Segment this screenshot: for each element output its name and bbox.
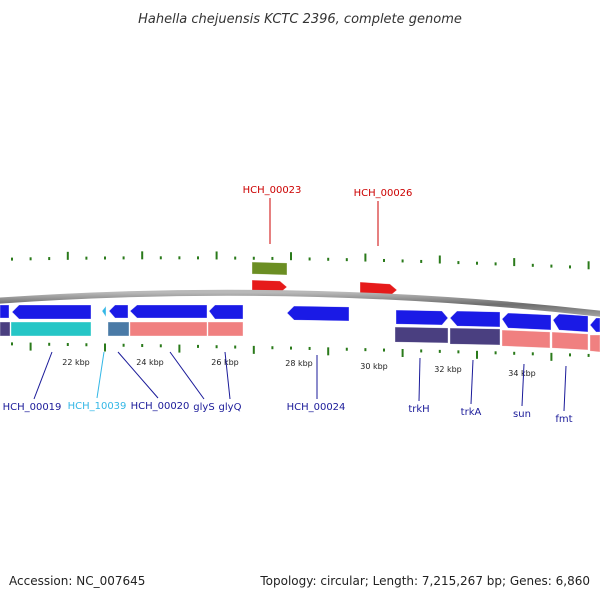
cog-segment-fmt[interactable] — [551, 331, 589, 351]
cog-segment-glys[interactable] — [129, 321, 208, 337]
kbp-label: 24 kbp — [136, 358, 164, 367]
cog-segment-glyq[interactable] — [207, 321, 244, 337]
connector-line — [96, 351, 105, 399]
gene-label-hch-10039[interactable]: HCH_10039 — [68, 401, 127, 412]
kbp-label: 26 kbp — [211, 358, 239, 367]
gene-labels: HCH_00019 HCH_10039 HCH_00020 glyS glyQ … — [3, 401, 573, 425]
cog-segment-sun[interactable] — [501, 329, 551, 349]
genome-summary-text: Topology: circular; Length: 7,215,267 bp… — [259, 574, 590, 588]
accession-text: Accession: NC_007645 — [9, 574, 145, 588]
connector-line — [521, 363, 525, 407]
cds-arrow[interactable] — [589, 317, 600, 333]
connector-line — [224, 351, 231, 400]
cog-segment[interactable] — [0, 321, 11, 337]
kbp-label: 28 kbp — [285, 359, 313, 368]
cds-arrow-trkh[interactable] — [395, 309, 449, 326]
gene-label-trkh[interactable]: trkH — [408, 404, 429, 415]
rna-label-connectors — [269, 198, 379, 246]
kbp-scale: 22 kbp 24 kbp 26 kbp 28 kbp 30 kbp 32 kb… — [62, 358, 536, 378]
kbp-label: 22 kbp — [62, 358, 90, 367]
cds-track — [0, 304, 600, 333]
misc-feature-box[interactable] — [251, 261, 288, 276]
cds-arrow-hch-00019[interactable] — [11, 304, 92, 320]
cog-segment-trkh[interactable] — [394, 326, 449, 344]
cds-arrow-hch-00020-a[interactable] — [108, 304, 129, 319]
connector-line — [563, 365, 567, 412]
connector-line — [470, 359, 474, 405]
kbp-label: 32 kbp — [434, 365, 462, 374]
gene-label-trka[interactable]: trkA — [461, 407, 482, 418]
cds-arrow[interactable] — [0, 304, 10, 319]
lower-tick-marks — [11, 342, 590, 361]
gene-label-glys[interactable]: glyS — [193, 402, 214, 413]
cog-segment-hch-00019[interactable] — [10, 321, 92, 337]
cds-arrow-sun[interactable] — [501, 312, 552, 331]
gene-label-glyq[interactable]: glyQ — [219, 402, 242, 413]
cds-arrow-glyq[interactable] — [208, 304, 244, 320]
gene-label-hch-00024[interactable]: HCH_00024 — [287, 402, 346, 413]
cog-segment-hch-00020[interactable] — [107, 321, 130, 337]
connector-line — [418, 357, 421, 402]
gene-label-fmt[interactable]: fmt — [555, 414, 572, 425]
cds-arrow-glys[interactable] — [129, 304, 208, 319]
cog-track — [0, 321, 600, 353]
upper-tick-marks — [11, 251, 590, 270]
kbp-label: 30 kbp — [360, 362, 388, 371]
gene-label-hch-00020[interactable]: HCH_00020 — [131, 401, 190, 412]
trna-arrow-hch-10039[interactable] — [101, 305, 107, 318]
gene-label-sun[interactable]: sun — [513, 409, 531, 420]
map-title: Hahella chejuensis KCTC 2396, complete g… — [138, 12, 462, 27]
cog-segment[interactable] — [589, 334, 600, 353]
cds-arrow-fmt[interactable] — [552, 313, 589, 333]
gene-label-connectors — [33, 351, 567, 412]
genome-backbone-arc — [0, 289, 600, 317]
connector-line — [169, 351, 205, 400]
rna-label-hch-00026[interactable]: HCH_00026 — [354, 188, 413, 199]
connector-line — [33, 351, 53, 400]
cog-segment-trka[interactable] — [449, 327, 501, 346]
cds-arrow-trka[interactable] — [449, 310, 501, 328]
kbp-label: 34 kbp — [508, 369, 536, 378]
rna-arrow-hch-00026[interactable] — [359, 281, 398, 297]
cds-arrow-hch-00024[interactable] — [286, 305, 350, 322]
connector-line — [117, 351, 159, 399]
rna-label-hch-00023[interactable]: HCH_00023 — [243, 185, 302, 196]
gene-label-hch-00019[interactable]: HCH_00019 — [3, 402, 62, 413]
